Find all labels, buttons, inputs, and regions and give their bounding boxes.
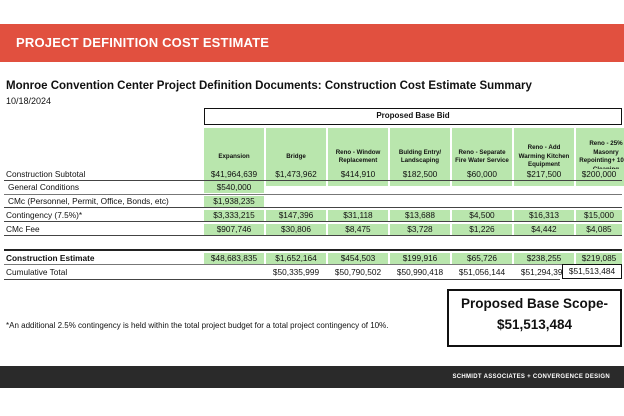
row-rule xyxy=(4,264,622,265)
row-label-construction-subtotal: Construction Subtotal xyxy=(6,169,86,179)
document-title: Monroe Convention Center Project Definit… xyxy=(6,80,532,92)
cell-contingency-entry: $13,688 xyxy=(390,210,450,221)
row-label-contingency: Contingency (7.5%)* xyxy=(6,210,83,220)
cell-cumulative-kitchen: $51,294,399 xyxy=(520,267,568,277)
cell-contingency-bridge: $147,396 xyxy=(266,210,326,221)
row-rule xyxy=(4,235,622,236)
cell-estimate-entry: $199,916 xyxy=(390,253,450,264)
page-title-bar: PROJECT DEFINITION COST ESTIMATE xyxy=(0,24,624,62)
top-band xyxy=(0,0,624,22)
row-rule xyxy=(4,221,622,222)
footer-firm-names: SCHMIDT ASSOCIATES + CONVERGENCE DESIGN xyxy=(452,374,610,380)
row-label-cmc-personnel: CMc (Personnel, Permit, Office, Bonds, e… xyxy=(8,196,169,206)
row-label-construction-estimate: Construction Estimate xyxy=(6,253,95,263)
cell-contingency-kitchen: $16,313 xyxy=(514,210,574,221)
cell-cumulative-fire-water: $51,056,144 xyxy=(458,267,506,277)
row-rule-double xyxy=(4,249,622,251)
footer-bar: SCHMIDT ASSOCIATES + CONVERGENCE DESIGN xyxy=(0,366,624,388)
row-label-cumulative-total: Cumulative Total xyxy=(6,267,68,277)
row-rule xyxy=(4,279,560,280)
cell-contingency-window: $31,118 xyxy=(328,210,388,221)
proposed-base-scope-label: Proposed Base Scope- xyxy=(460,296,609,311)
cell-cmc-fee-fire-water: $1,226 xyxy=(452,224,512,235)
cell-estimate-bridge: $1,652,164 xyxy=(266,253,326,264)
proposed-base-scope-value: $51,513,484 xyxy=(496,317,573,332)
cell-estimate-fire-water: $65,726 xyxy=(452,253,512,264)
cell-cmc-personnel-expansion: $1,938,235 xyxy=(204,196,264,207)
cell-subtotal-kitchen: $217,500 xyxy=(514,169,574,180)
cell-subtotal-masonry: $200,000 xyxy=(576,169,622,180)
bottom-band xyxy=(0,388,624,416)
cell-general-conditions-expansion: $540,000 xyxy=(204,182,264,193)
document-date: 10/18/2024 xyxy=(6,96,52,106)
cell-contingency-masonry: $15,000 xyxy=(576,210,622,221)
cell-cmc-fee-masonry: $4,085 xyxy=(576,224,622,235)
cell-cmc-fee-window: $8,475 xyxy=(328,224,388,235)
row-label-cmc-fee: CMc Fee xyxy=(6,224,40,234)
cell-cmc-fee-kitchen: $4,442 xyxy=(514,224,574,235)
cell-subtotal-window: $414,910 xyxy=(328,169,388,180)
cell-cmc-fee-expansion: $907,746 xyxy=(204,224,264,235)
row-rule xyxy=(4,207,622,208)
row-rule xyxy=(4,194,622,195)
contingency-footnote: *An additional 2.5% contingency is held … xyxy=(6,321,389,330)
row-rule xyxy=(4,180,622,181)
cell-cmc-fee-bridge: $30,806 xyxy=(266,224,326,235)
cell-contingency-expansion: $3,333,215 xyxy=(204,210,264,221)
cell-cumulative-window: $50,790,502 xyxy=(334,267,382,277)
cell-estimate-masonry: $219,085 xyxy=(576,253,622,264)
cell-estimate-expansion: $48,683,835 xyxy=(204,253,264,264)
row-label-general-conditions: General Conditions xyxy=(8,182,80,192)
cell-contingency-fire-water: $4,500 xyxy=(452,210,512,221)
cell-cumulative-bridge: $50,335,999 xyxy=(272,267,320,277)
cell-estimate-kitchen: $238,255 xyxy=(514,253,574,264)
page-title: PROJECT DEFINITION COST ESTIMATE xyxy=(16,35,270,50)
proposed-base-scope-box: Proposed Base Scope- $51,513,484 xyxy=(447,289,622,347)
cell-subtotal-fire-water: $60,000 xyxy=(452,169,512,180)
cell-subtotal-bridge: $1,473,962 xyxy=(266,169,326,180)
cell-subtotal-entry: $182,500 xyxy=(390,169,450,180)
cell-subtotal-expansion: $41,964,639 xyxy=(204,169,264,180)
cell-cumulative-masonry: $51,513,484 xyxy=(562,264,622,279)
cell-cumulative-entry: $50,990,418 xyxy=(396,267,444,277)
cell-cmc-fee-entry: $3,728 xyxy=(390,224,450,235)
proposed-base-bid-header: Proposed Base Bid xyxy=(204,108,622,125)
cell-estimate-window: $454,503 xyxy=(328,253,388,264)
